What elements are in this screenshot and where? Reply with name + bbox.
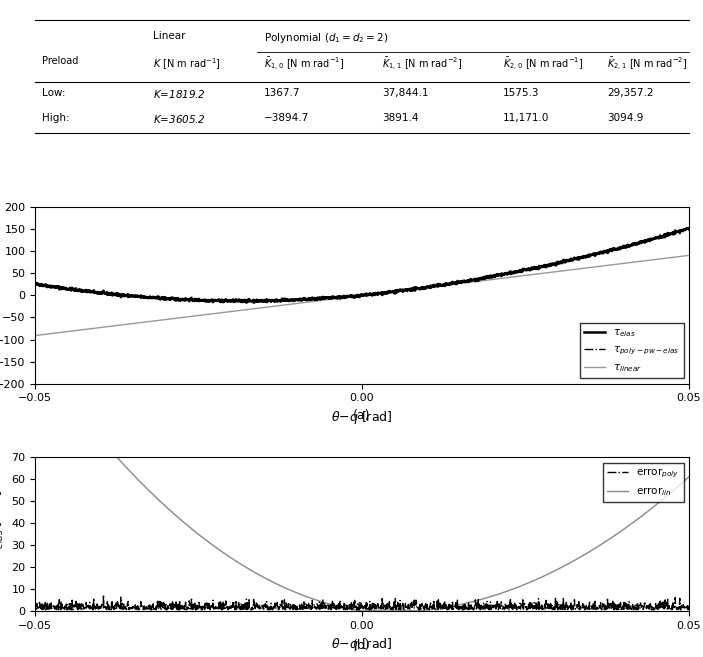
Text: Linear: Linear [153,31,186,41]
Y-axis label: error$_{elas}$ [N m]: error$_{elas}$ [N m] [0,489,6,579]
Legend: error$_{poly}$, error$_{lin}$: error$_{poly}$, error$_{lin}$ [603,463,684,503]
Text: 1367.7: 1367.7 [264,88,300,98]
Text: Low:: Low: [41,88,65,98]
Text: 11,171.0: 11,171.0 [503,113,549,123]
Text: 37,844.1: 37,844.1 [382,88,428,98]
Text: (a): (a) [354,409,370,422]
Text: $\bar{K}_{1,0}$ [N m rad$^{-1}$]: $\bar{K}_{1,0}$ [N m rad$^{-1}$] [264,56,344,73]
Text: $K$=3605.2: $K$=3605.2 [153,113,206,125]
Text: $\bar{K}_{2,0}$ [N m rad$^{-1}$]: $\bar{K}_{2,0}$ [N m rad$^{-1}$] [503,56,583,73]
Text: 29,357.2: 29,357.2 [607,88,654,98]
Legend: $\tau_{elas}$, $\tau_{poly-pw-elas}$, $\tau_{linear}$: $\tau_{elas}$, $\tau_{poly-pw-elas}$, $\… [580,323,684,378]
Text: 1575.3: 1575.3 [503,88,539,98]
Text: $K$ [N m rad$^{-1}$]: $K$ [N m rad$^{-1}$] [153,56,221,72]
Text: 3891.4: 3891.4 [382,113,418,123]
Text: Polynomial ($d_1 = d_2 = 2$): Polynomial ($d_1 = d_2 = 2$) [264,31,388,45]
X-axis label: $\theta$$-$$q$ [rad]: $\theta$$-$$q$ [rad] [331,636,393,653]
Text: (b): (b) [353,639,371,652]
X-axis label: $\theta$$-$$q$ [rad]: $\theta$$-$$q$ [rad] [331,409,393,426]
Text: −3894.7: −3894.7 [264,113,309,123]
Text: Preload: Preload [41,56,78,66]
Text: 3094.9: 3094.9 [607,113,643,123]
Text: $K$=1819.2: $K$=1819.2 [153,88,206,100]
Text: $\bar{K}_{1,1}$ [N m rad$^{-2}$]: $\bar{K}_{1,1}$ [N m rad$^{-2}$] [382,56,462,73]
Text: High:: High: [41,113,70,123]
Text: $\bar{K}_{2,1}$ [N m rad$^{-2}$]: $\bar{K}_{2,1}$ [N m rad$^{-2}$] [607,56,688,73]
